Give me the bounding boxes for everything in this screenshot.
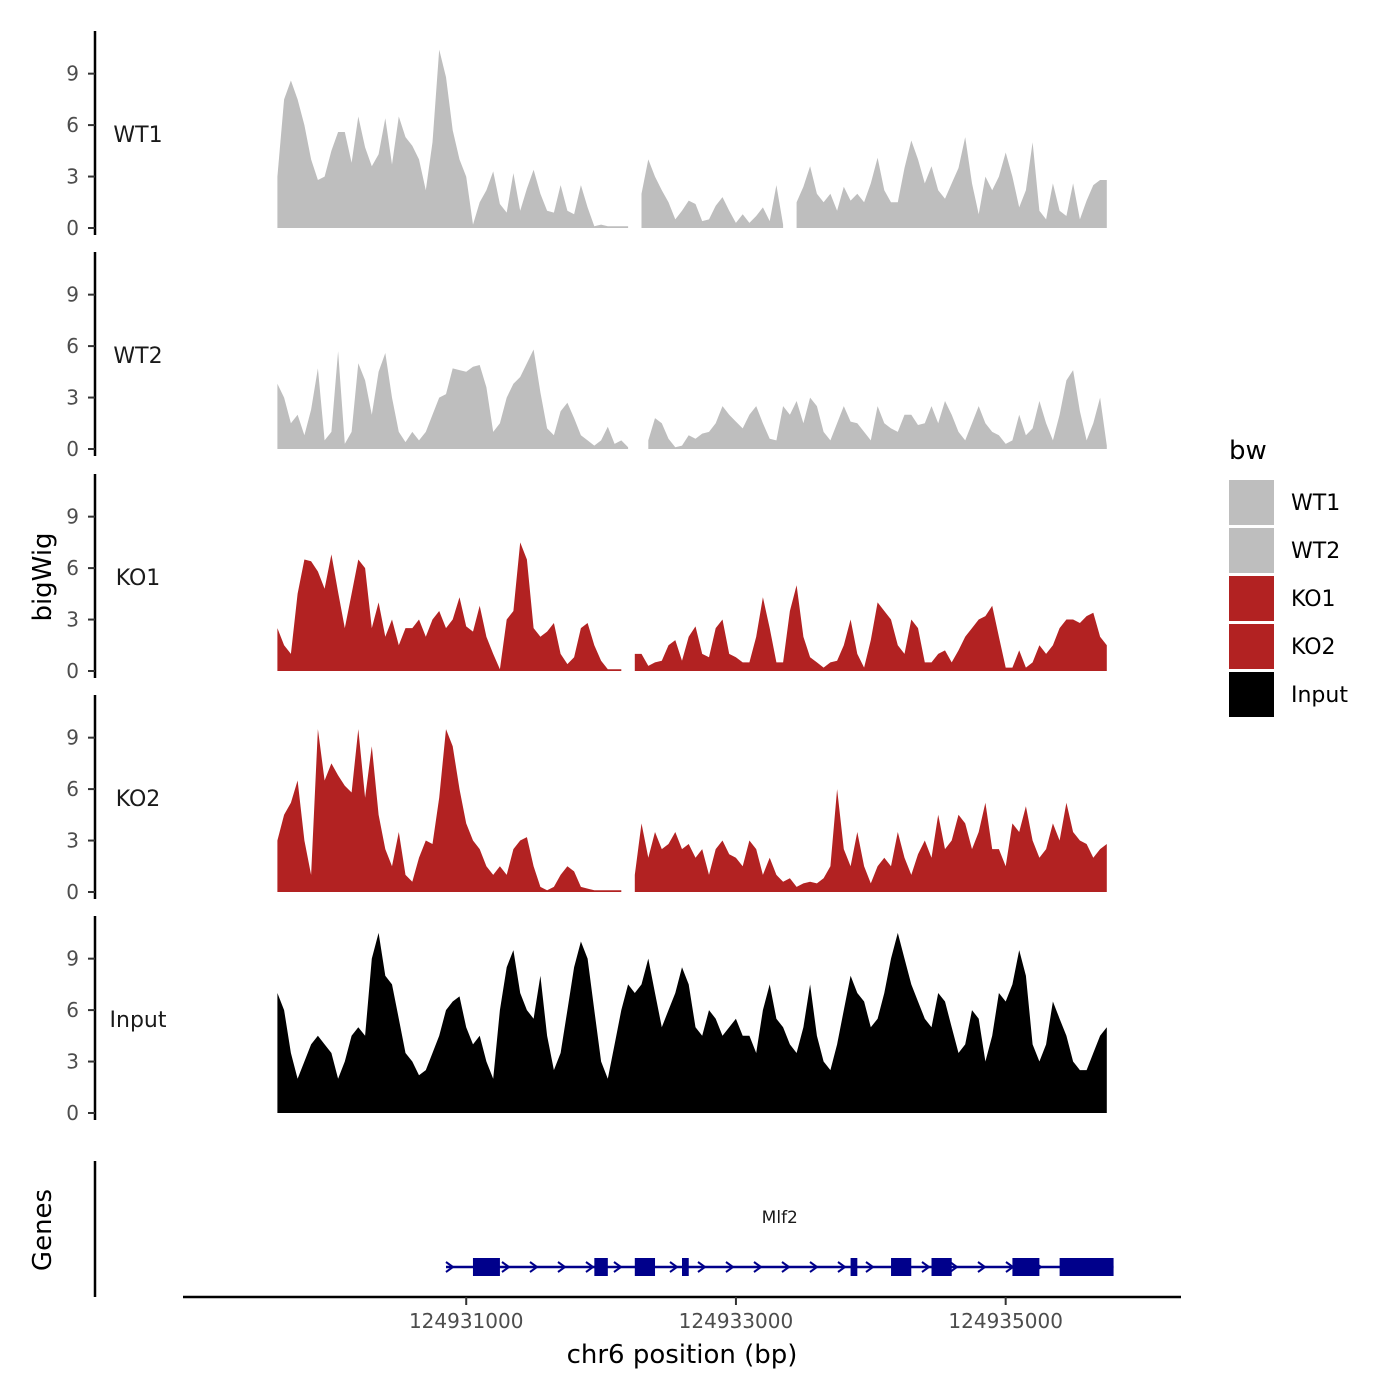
track-input-y-tick-label-6: 6 bbox=[66, 998, 79, 1022]
track-ko1-area-0 bbox=[277, 542, 622, 671]
legend-swatch-ko1 bbox=[1229, 576, 1274, 621]
x-tick-label-124933000: 124933000 bbox=[679, 1309, 794, 1333]
track-label-wt2: WT2 bbox=[113, 344, 162, 369]
track-ko2-area-1 bbox=[634, 789, 1107, 892]
gene-strand-arrow bbox=[865, 1261, 875, 1273]
gene-strand-arrow bbox=[977, 1261, 987, 1273]
track-ko2-y-tick-label-3: 3 bbox=[66, 829, 79, 853]
x-tick-label-124931000: 124931000 bbox=[409, 1309, 524, 1333]
track-label-ko1: KO1 bbox=[116, 566, 161, 591]
gene-strand-arrow bbox=[781, 1261, 791, 1273]
gene-strand-arrow bbox=[753, 1261, 763, 1273]
track-input-y-tick-label-9: 9 bbox=[66, 947, 79, 971]
legend-label-wt1: WT1 bbox=[1291, 491, 1340, 516]
legend-label-ko1: KO1 bbox=[1291, 587, 1336, 612]
legend-swatch-wt2 bbox=[1229, 528, 1274, 573]
track-wt1-area-1 bbox=[641, 159, 784, 228]
legend-label-input: Input bbox=[1291, 683, 1348, 708]
track-ko2-y-tick-label-0: 0 bbox=[66, 880, 79, 904]
track-ko1-y-tick-label-6: 6 bbox=[66, 556, 79, 580]
legend-swatch-input bbox=[1229, 672, 1274, 717]
x-axis: 124931000 124933000 124935000 bbox=[183, 1295, 1181, 1333]
track-input-y-tick-label-3: 3 bbox=[66, 1050, 79, 1074]
legend-label-ko2: KO2 bbox=[1291, 635, 1336, 660]
track-label-ko2: KO2 bbox=[116, 787, 161, 812]
track-wt1-y-tick-label-3: 3 bbox=[66, 165, 79, 189]
gene-exon-5 bbox=[850, 1258, 858, 1276]
track-wt1-y-tick-label-6: 6 bbox=[66, 113, 79, 137]
gene-exon-8 bbox=[1012, 1258, 1040, 1276]
track-wt2-area-0 bbox=[277, 349, 629, 449]
genes-track-label: Genes bbox=[28, 1189, 58, 1271]
gene-label-mlf2: Mlf2 bbox=[762, 1208, 798, 1228]
track-ko2-y-tick-label-9: 9 bbox=[66, 726, 79, 750]
gene-strand-arrow bbox=[669, 1261, 679, 1273]
gene-strand-arrow bbox=[557, 1261, 567, 1273]
gene-exon-7 bbox=[931, 1258, 952, 1276]
gene-strand-arrow bbox=[529, 1261, 539, 1273]
gene-strand-arrow bbox=[837, 1261, 847, 1273]
genes-track: Genes Mlf2 bbox=[28, 1161, 1114, 1297]
track-ko2-y-tick-label-6: 6 bbox=[66, 777, 79, 801]
track-input: 0 3 6 9 Input bbox=[66, 916, 1107, 1125]
track-wt1-y-tick-label-9: 9 bbox=[66, 62, 79, 86]
track-wt1-y-tick-label-0: 0 bbox=[66, 216, 79, 240]
track-input-y-tick-label-0: 0 bbox=[66, 1101, 79, 1125]
gene-strand-arrow bbox=[585, 1261, 595, 1273]
y-axis-title: bigWig bbox=[28, 532, 58, 621]
track-label-wt1: WT1 bbox=[113, 123, 162, 148]
track-wt2-y-tick-label-6: 6 bbox=[66, 334, 79, 358]
track-wt2-y-tick-label-3: 3 bbox=[66, 386, 79, 410]
gene-exon-3 bbox=[634, 1258, 656, 1276]
track-wt1-area-2 bbox=[796, 137, 1107, 228]
gene-exon-4 bbox=[682, 1258, 689, 1276]
gene-exon-2 bbox=[594, 1258, 608, 1276]
legend-swatch-wt1 bbox=[1229, 480, 1274, 525]
gene-exon-6 bbox=[891, 1258, 912, 1276]
gene-model-mlf2 bbox=[445, 1258, 1114, 1276]
legend: bw WT1 WT2 KO1 KO2 Input bbox=[1229, 436, 1348, 717]
track-ko1: 0 3 6 9 KO1 bbox=[66, 474, 1107, 683]
track-wt1: 0 3 6 9 WT1 bbox=[66, 31, 1107, 240]
track-input-area-0 bbox=[277, 932, 1107, 1113]
track-ko1-area-1 bbox=[634, 585, 1107, 671]
gene-strand-arrow bbox=[445, 1261, 455, 1273]
legend-title: bw bbox=[1229, 436, 1267, 466]
gene-strand-arrow bbox=[809, 1261, 819, 1273]
gene-strand-arrow bbox=[501, 1261, 511, 1273]
track-label-input: Input bbox=[110, 1008, 167, 1033]
gene-strand-arrow bbox=[725, 1261, 735, 1273]
legend-swatch-ko2 bbox=[1229, 624, 1274, 669]
track-ko1-y-tick-label-9: 9 bbox=[66, 505, 79, 529]
signal-tracks: 0 3 6 9 WT1 0 3 6 9 WT2 0 3 6 9 KO1 0 3 6 9 KO2 0 3 6 9 Input bbox=[66, 31, 1107, 1125]
track-wt1-area-0 bbox=[277, 49, 629, 228]
gene-strand-arrow bbox=[613, 1261, 623, 1273]
track-ko1-y-tick-label-0: 0 bbox=[66, 659, 79, 683]
track-wt2: 0 3 6 9 WT2 bbox=[66, 252, 1107, 461]
gene-strand-arrow bbox=[949, 1261, 959, 1273]
track-wt2-y-tick-label-9: 9 bbox=[66, 283, 79, 307]
gene-strand-arrow bbox=[921, 1261, 931, 1273]
gene-exon-1 bbox=[472, 1258, 500, 1276]
track-ko2-area-0 bbox=[277, 729, 622, 892]
track-wt2-area-1 bbox=[648, 370, 1107, 449]
track-wt2-y-tick-label-0: 0 bbox=[66, 437, 79, 461]
gene-exon-9 bbox=[1059, 1258, 1114, 1276]
x-tick-label-124935000: 124935000 bbox=[948, 1309, 1063, 1333]
x-axis-title: chr6 position (bp) bbox=[567, 1340, 798, 1370]
gene-strand-arrow bbox=[697, 1261, 707, 1273]
track-ko2: 0 3 6 9 KO2 bbox=[66, 695, 1107, 904]
track-ko1-y-tick-label-3: 3 bbox=[66, 608, 79, 632]
legend-label-wt2: WT2 bbox=[1291, 539, 1340, 564]
